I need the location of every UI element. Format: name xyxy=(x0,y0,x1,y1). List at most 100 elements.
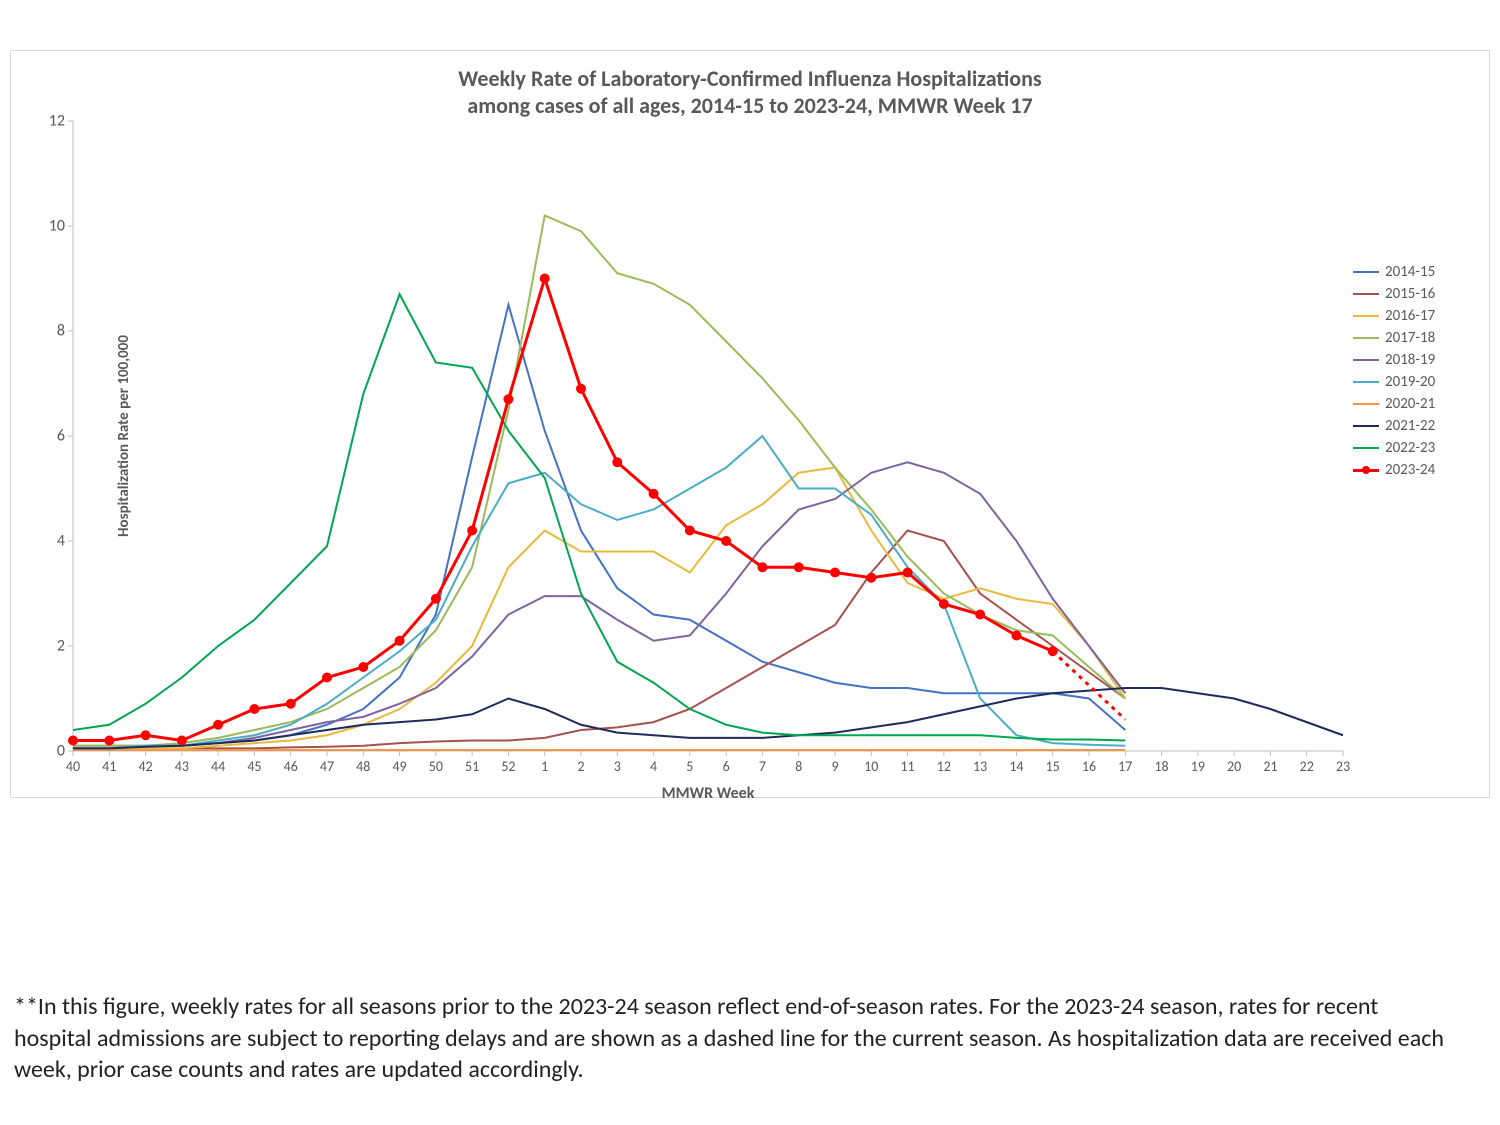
series-marker xyxy=(503,394,513,404)
series-marker xyxy=(431,594,441,604)
x-tick-label: 13 xyxy=(973,758,987,775)
x-tick-label: 4 xyxy=(650,758,657,775)
x-tick-label: 49 xyxy=(392,758,406,775)
legend-item: 2021-22 xyxy=(1353,415,1483,437)
legend-label: 2016-17 xyxy=(1385,307,1435,325)
series-marker xyxy=(866,573,876,583)
series-line-dashed xyxy=(1053,651,1126,719)
legend-item: 2023-24 xyxy=(1353,459,1483,481)
legend-label: 2018-19 xyxy=(1385,351,1435,369)
series-marker xyxy=(286,699,296,709)
page: Weekly Rate of Laboratory-Confirmed Infl… xyxy=(0,0,1500,1125)
series-marker xyxy=(322,673,332,683)
legend-swatch xyxy=(1353,359,1379,361)
series-marker xyxy=(358,662,368,672)
x-tick-label: 9 xyxy=(831,758,838,775)
series-line xyxy=(73,294,1125,740)
legend-swatch xyxy=(1353,425,1379,427)
series-marker xyxy=(939,599,949,609)
series-marker xyxy=(395,636,405,646)
x-tick-label: 12 xyxy=(937,758,951,775)
series-marker xyxy=(794,562,804,572)
series-line xyxy=(73,305,1125,746)
x-tick-label: 19 xyxy=(1191,758,1205,775)
x-tick-label: 50 xyxy=(429,758,443,775)
x-tick-label: 45 xyxy=(247,758,261,775)
legend-label: 2019-20 xyxy=(1385,373,1435,391)
x-tick-label: 2 xyxy=(577,758,584,775)
x-tick-label: 7 xyxy=(759,758,766,775)
legend-label: 2020-21 xyxy=(1385,395,1435,413)
series-marker xyxy=(612,457,622,467)
y-tick-label: 8 xyxy=(35,322,65,341)
series-marker xyxy=(903,568,913,578)
legend-item: 2020-21 xyxy=(1353,393,1483,415)
legend-item: 2022-23 xyxy=(1353,437,1483,459)
x-tick-label: 21 xyxy=(1263,758,1277,775)
x-tick-label: 14 xyxy=(1009,758,1023,775)
x-tick-label: 48 xyxy=(356,758,370,775)
x-tick-label: 44 xyxy=(211,758,225,775)
legend-label: 2017-18 xyxy=(1385,329,1435,347)
series-line xyxy=(73,531,1125,749)
legend-swatch xyxy=(1353,293,1379,295)
y-tick-label: 0 xyxy=(35,742,65,761)
x-tick-label: 40 xyxy=(66,758,80,775)
legend-swatch xyxy=(1353,271,1379,273)
x-tick-label: 41 xyxy=(102,758,116,775)
legend-item: 2018-19 xyxy=(1353,349,1483,371)
footnote-text: **In this figure, weekly rates for all s… xyxy=(14,991,1460,1085)
y-tick-label: 4 xyxy=(35,532,65,551)
series-marker xyxy=(757,562,767,572)
x-tick-label: 17 xyxy=(1118,758,1132,775)
legend-swatch xyxy=(1353,337,1379,339)
x-tick-label: 52 xyxy=(501,758,515,775)
legend-label: 2021-22 xyxy=(1385,417,1435,435)
x-tick-label: 8 xyxy=(795,758,802,775)
x-tick-label: 5 xyxy=(686,758,693,775)
series-marker xyxy=(177,736,187,746)
x-axis-label: MMWR Week xyxy=(662,784,755,803)
legend-item: 2014-15 xyxy=(1353,261,1483,283)
x-tick-label: 46 xyxy=(284,758,298,775)
chart-card: Weekly Rate of Laboratory-Confirmed Infl… xyxy=(10,50,1490,798)
legend-swatch xyxy=(1353,381,1379,383)
x-tick-label: 11 xyxy=(900,758,914,775)
x-tick-label: 18 xyxy=(1154,758,1168,775)
series-marker xyxy=(721,536,731,546)
plot-area: Hospitalization Rate per 100,000 MMWR We… xyxy=(73,121,1343,751)
chart-title: Weekly Rate of Laboratory-Confirmed Infl… xyxy=(11,51,1489,119)
x-tick-label: 6 xyxy=(723,758,730,775)
series-line xyxy=(73,688,1343,748)
y-tick-label: 2 xyxy=(35,637,65,656)
chart-svg xyxy=(73,121,1343,751)
x-tick-label: 16 xyxy=(1082,758,1096,775)
series-marker xyxy=(68,736,78,746)
series-marker xyxy=(141,730,151,740)
legend-swatch xyxy=(1353,403,1379,405)
series-marker xyxy=(467,526,477,536)
legend-item: 2015-16 xyxy=(1353,283,1483,305)
series-marker xyxy=(685,526,695,536)
legend-label: 2022-23 xyxy=(1385,439,1435,457)
series-marker xyxy=(975,610,985,620)
series-marker xyxy=(540,274,550,284)
legend-swatch xyxy=(1353,447,1379,449)
x-tick-label: 47 xyxy=(320,758,334,775)
x-tick-label: 23 xyxy=(1336,758,1350,775)
legend-swatch xyxy=(1353,315,1379,317)
legend-item: 2016-17 xyxy=(1353,305,1483,327)
series-marker xyxy=(213,720,223,730)
y-tick-label: 12 xyxy=(35,112,65,131)
x-tick-label: 22 xyxy=(1300,758,1314,775)
x-tick-label: 51 xyxy=(465,758,479,775)
series-marker xyxy=(649,489,659,499)
series-line xyxy=(73,279,1053,741)
series-marker xyxy=(576,384,586,394)
legend-label: 2023-24 xyxy=(1385,461,1435,479)
legend-swatch xyxy=(1353,469,1379,472)
legend-item: 2017-18 xyxy=(1353,327,1483,349)
x-tick-label: 15 xyxy=(1046,758,1060,775)
x-tick-label: 10 xyxy=(864,758,878,775)
series-marker xyxy=(830,568,840,578)
